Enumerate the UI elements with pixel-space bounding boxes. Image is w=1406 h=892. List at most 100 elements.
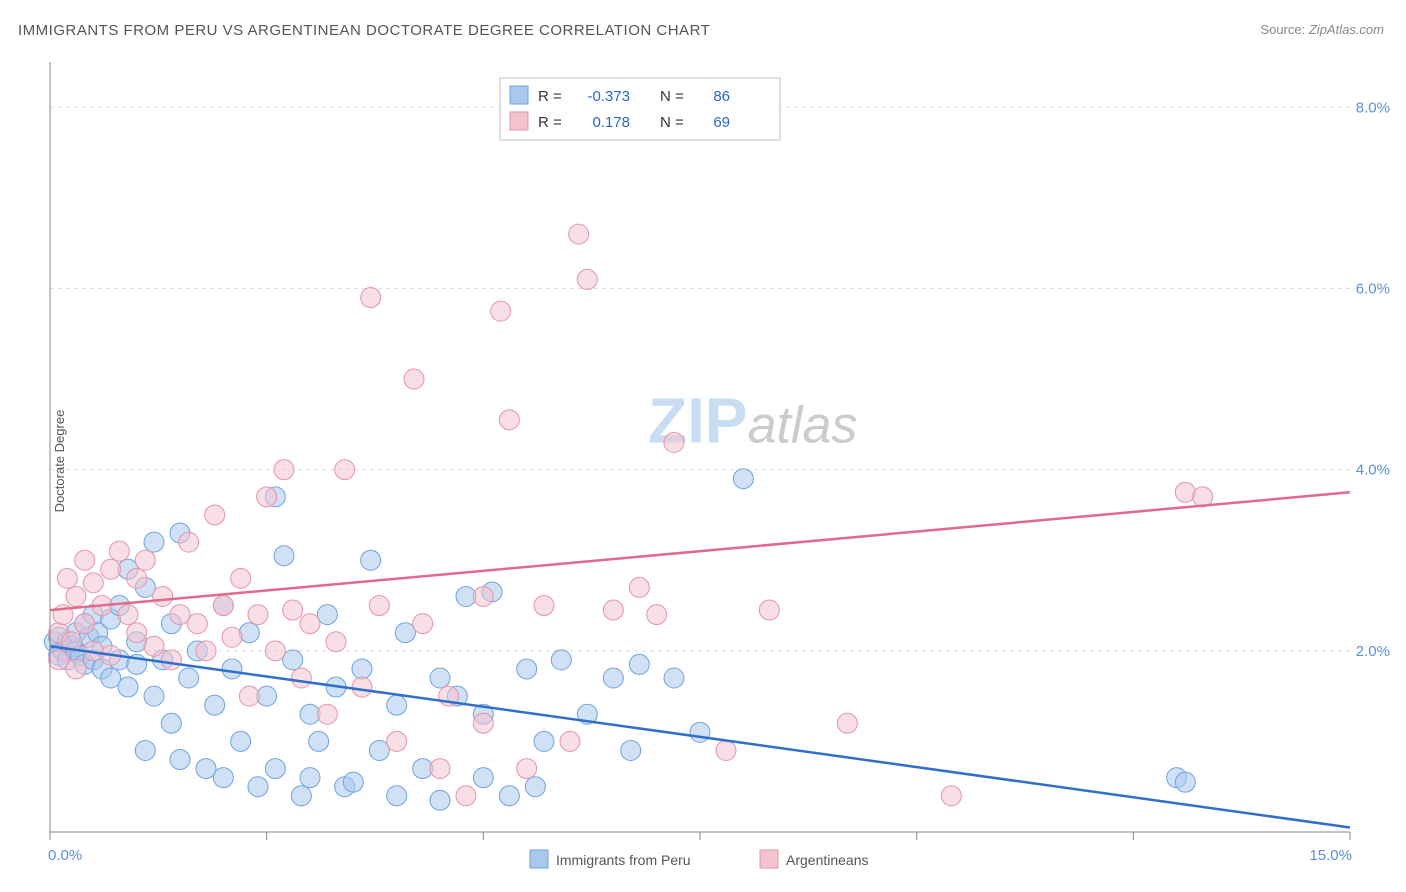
scatter-point-arg bbox=[534, 596, 554, 616]
scatter-point-arg bbox=[387, 731, 407, 751]
scatter-point-peru bbox=[733, 469, 753, 489]
scatter-point-peru bbox=[205, 695, 225, 715]
scatter-point-peru bbox=[629, 654, 649, 674]
y-tick-label: 8.0% bbox=[1356, 99, 1390, 116]
scatter-point-arg bbox=[629, 577, 649, 597]
scatter-point-arg bbox=[57, 568, 77, 588]
scatter-point-peru bbox=[621, 740, 641, 760]
scatter-point-peru bbox=[196, 759, 216, 779]
source-label: Source: bbox=[1260, 22, 1305, 37]
scatter-point-peru bbox=[222, 659, 242, 679]
scatter-point-arg bbox=[837, 713, 857, 733]
scatter-point-arg bbox=[664, 432, 684, 452]
legend-label-arg: Argentineans bbox=[786, 852, 869, 868]
x-tick-label-max: 15.0% bbox=[1309, 847, 1352, 864]
scatter-point-arg bbox=[473, 713, 493, 733]
scatter-point-peru bbox=[387, 695, 407, 715]
scatter-point-arg bbox=[248, 605, 268, 625]
scatter-point-peru bbox=[343, 772, 363, 792]
scatter-point-peru bbox=[161, 713, 181, 733]
scatter-point-arg bbox=[352, 677, 372, 697]
scatter-point-arg bbox=[491, 301, 511, 321]
scatter-point-arg bbox=[473, 586, 493, 606]
scatter-point-peru bbox=[551, 650, 571, 670]
scatter-point-arg bbox=[283, 600, 303, 620]
scatter-point-peru bbox=[690, 722, 710, 742]
scatter-point-peru bbox=[101, 668, 121, 688]
scatter-point-peru bbox=[603, 668, 623, 688]
scatter-point-arg bbox=[101, 559, 121, 579]
scatter-point-arg bbox=[560, 731, 580, 751]
scatter-point-arg bbox=[109, 541, 129, 561]
stat-swatch-peru bbox=[510, 86, 528, 104]
trend-line-arg bbox=[50, 492, 1350, 610]
scatter-point-peru bbox=[291, 786, 311, 806]
scatter-point-arg bbox=[205, 505, 225, 525]
scatter-point-arg bbox=[66, 659, 86, 679]
stat-R-value-peru: -0.373 bbox=[587, 88, 630, 105]
scatter-point-arg bbox=[127, 568, 147, 588]
stat-R-label-peru: R = bbox=[538, 88, 562, 105]
scatter-point-peru bbox=[274, 546, 294, 566]
scatter-point-arg bbox=[118, 605, 138, 625]
scatter-point-peru bbox=[135, 740, 155, 760]
scatter-point-peru bbox=[517, 659, 537, 679]
scatter-point-arg bbox=[317, 704, 337, 724]
chart-title: IMMIGRANTS FROM PERU VS ARGENTINEAN DOCT… bbox=[18, 22, 710, 39]
y-tick-label: 4.0% bbox=[1356, 462, 1390, 479]
scatter-point-peru bbox=[534, 731, 554, 751]
scatter-point-peru bbox=[179, 668, 199, 688]
scatter-point-arg bbox=[1175, 482, 1195, 502]
scatter-point-peru bbox=[248, 777, 268, 797]
scatter-point-peru bbox=[525, 777, 545, 797]
stat-swatch-arg bbox=[510, 112, 528, 130]
scatter-point-peru bbox=[430, 790, 450, 810]
scatter-point-peru bbox=[283, 650, 303, 670]
scatter-point-arg bbox=[369, 596, 389, 616]
scatter-point-arg bbox=[231, 568, 251, 588]
y-axis-label: Doctorate Degree bbox=[52, 410, 67, 513]
stat-N-label-arg: N = bbox=[660, 114, 684, 131]
scatter-point-peru bbox=[473, 768, 493, 788]
scatter-point-arg bbox=[83, 573, 103, 593]
scatter-point-arg bbox=[413, 614, 433, 634]
scatter-point-peru bbox=[265, 759, 285, 779]
source-attribution: Source: ZipAtlas.com bbox=[1260, 22, 1384, 37]
scatter-point-peru bbox=[395, 623, 415, 643]
legend-label-peru: Immigrants from Peru bbox=[556, 852, 691, 868]
scatter-point-arg bbox=[187, 614, 207, 634]
scatter-point-peru bbox=[118, 677, 138, 697]
scatter-point-arg bbox=[257, 487, 277, 507]
scatter-point-arg bbox=[144, 636, 164, 656]
scatter-point-arg bbox=[291, 668, 311, 688]
scatter-point-arg bbox=[170, 605, 190, 625]
scatter-point-arg bbox=[404, 369, 424, 389]
scatter-point-arg bbox=[499, 410, 519, 430]
legend-swatch-peru bbox=[530, 850, 548, 868]
scatter-point-peru bbox=[430, 668, 450, 688]
scatter-point-peru bbox=[144, 532, 164, 552]
scatter-plot: 2.0%4.0%6.0%8.0%ZIPatlas0.0%15.0%Immigra… bbox=[0, 50, 1406, 872]
stat-N-value-peru: 86 bbox=[713, 88, 730, 105]
scatter-point-arg bbox=[179, 532, 199, 552]
scatter-point-arg bbox=[430, 759, 450, 779]
scatter-point-peru bbox=[231, 731, 251, 751]
scatter-point-arg bbox=[326, 632, 346, 652]
scatter-point-peru bbox=[213, 768, 233, 788]
scatter-point-arg bbox=[603, 600, 623, 620]
scatter-point-arg bbox=[135, 550, 155, 570]
scatter-point-peru bbox=[369, 740, 389, 760]
scatter-point-peru bbox=[664, 668, 684, 688]
scatter-point-arg bbox=[213, 596, 233, 616]
scatter-point-peru bbox=[361, 550, 381, 570]
stat-N-label-peru: N = bbox=[660, 88, 684, 105]
scatter-point-arg bbox=[66, 586, 86, 606]
source-value: ZipAtlas.com bbox=[1309, 22, 1384, 37]
scatter-point-arg bbox=[300, 614, 320, 634]
scatter-point-arg bbox=[127, 623, 147, 643]
scatter-point-arg bbox=[361, 288, 381, 308]
scatter-point-arg bbox=[716, 740, 736, 760]
scatter-point-arg bbox=[335, 460, 355, 480]
scatter-point-arg bbox=[75, 550, 95, 570]
stat-R-label-arg: R = bbox=[538, 114, 562, 131]
